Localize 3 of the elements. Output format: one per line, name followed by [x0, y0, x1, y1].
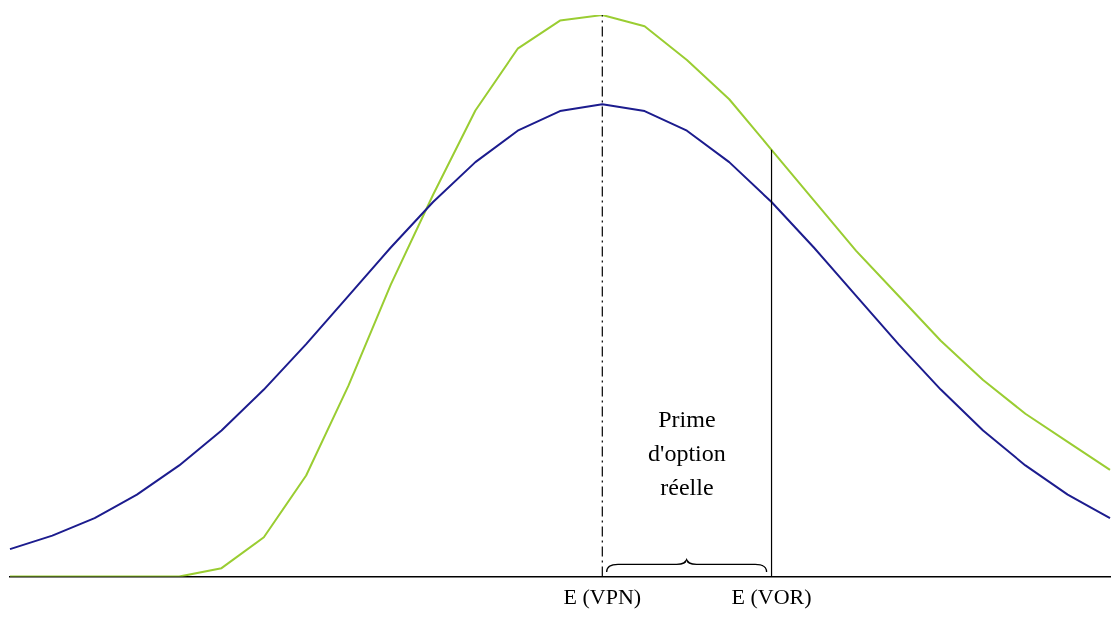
- x-tick-label: E (VOR): [731, 583, 812, 609]
- x-tick-label: E (VPN): [563, 583, 642, 609]
- annotation: Prime d'option réelle: [647, 404, 727, 502]
